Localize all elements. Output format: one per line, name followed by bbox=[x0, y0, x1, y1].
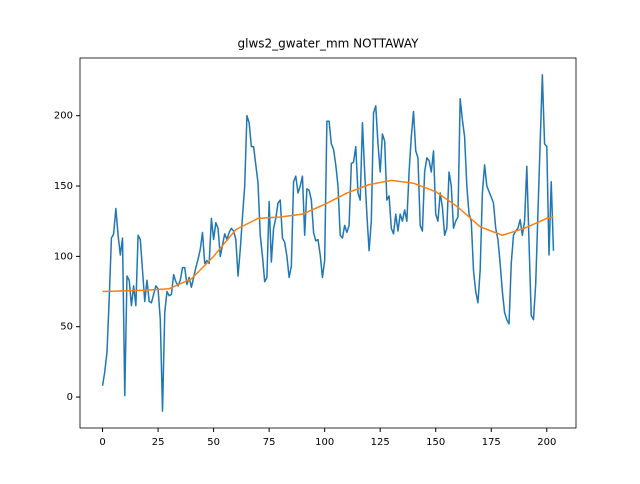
x-tick-label: 0 bbox=[99, 437, 105, 448]
x-tick-label: 75 bbox=[263, 437, 276, 448]
data-line bbox=[102, 179, 554, 293]
x-tick-label: 200 bbox=[537, 437, 556, 448]
x-tick-label: 175 bbox=[482, 437, 501, 448]
x-tick-label: 25 bbox=[152, 437, 165, 448]
y-tick-label: 100 bbox=[54, 251, 73, 262]
chart-title: glws2_gwater_mm NOTTAWAY bbox=[238, 37, 420, 51]
y-tick-label: 150 bbox=[54, 181, 73, 192]
x-tick-label: 100 bbox=[315, 437, 334, 448]
plot-frame bbox=[79, 57, 577, 429]
x-tick-label: 50 bbox=[207, 437, 220, 448]
x-tick-label: 150 bbox=[426, 437, 445, 448]
x-tick-label: 125 bbox=[371, 437, 390, 448]
y-tick-label: 200 bbox=[54, 111, 73, 122]
y-tick-label: 50 bbox=[60, 322, 73, 333]
y-tick-label: 0 bbox=[67, 392, 73, 403]
